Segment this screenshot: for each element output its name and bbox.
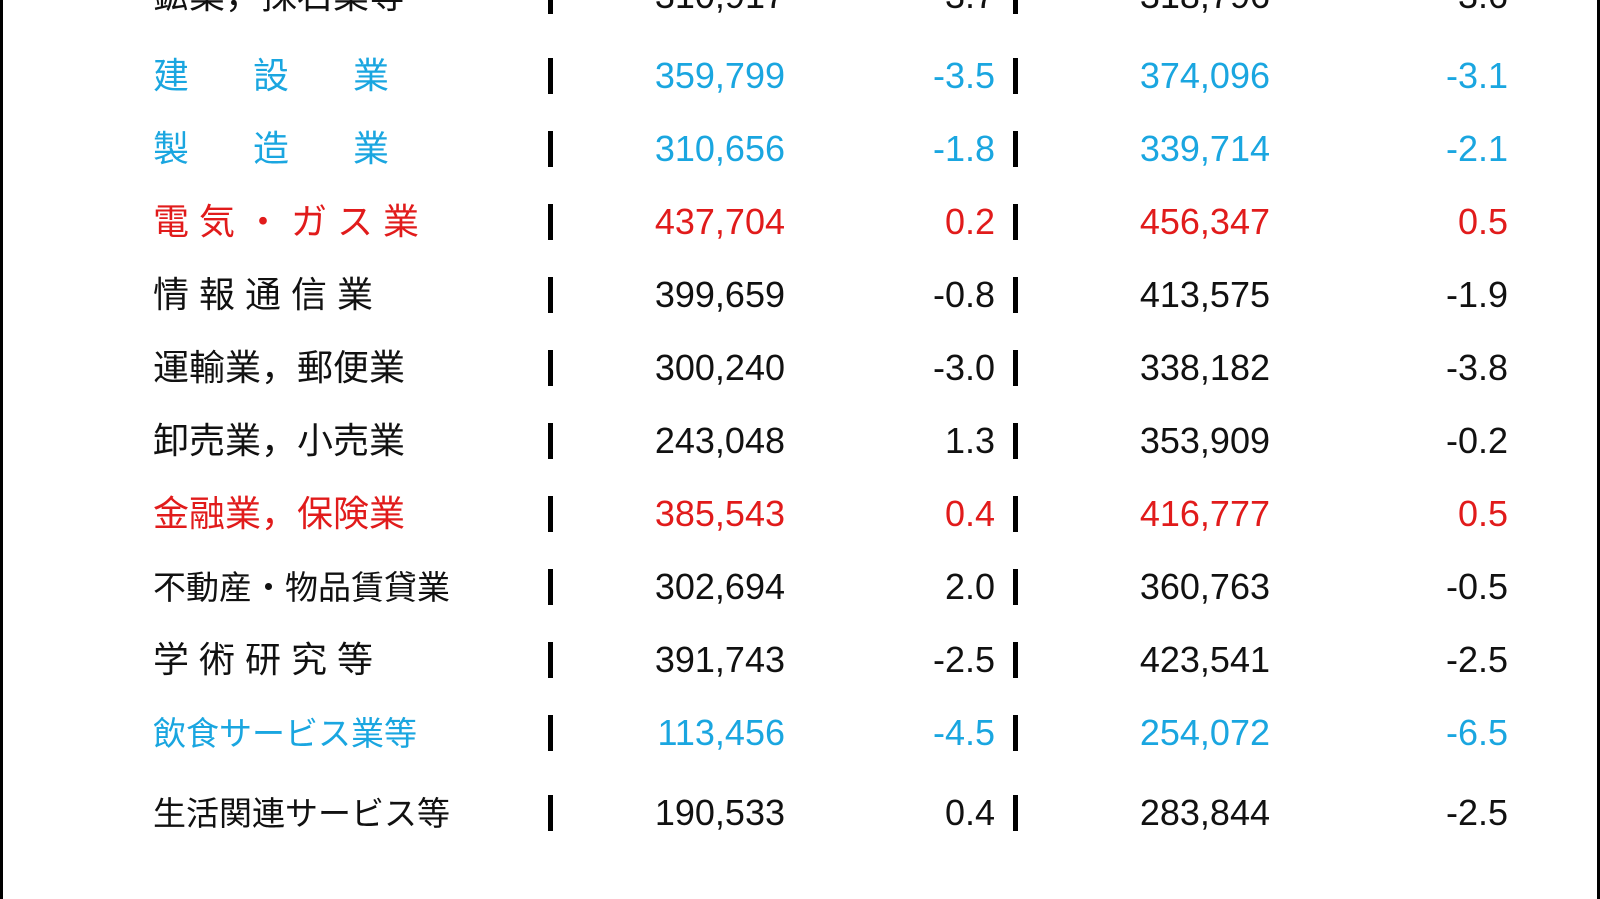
cell-value-2: -4.5 xyxy=(803,715,1013,751)
table-row: 金融業，保険業 385,543 0.4 416,777 0.5 xyxy=(3,477,1597,550)
row-label: 電気・ガス業 xyxy=(3,204,548,240)
cell-value-4: -3.6 xyxy=(1288,0,1526,14)
cell-value-3: 416,777 xyxy=(1013,496,1288,532)
cell-value-3: 353,909 xyxy=(1013,423,1288,459)
cell-value-3: 374,096 xyxy=(1013,58,1288,94)
cell-value-1: 391,743 xyxy=(548,642,803,678)
cell-value-4: -3.8 xyxy=(1288,350,1526,386)
cell-value-2: -1.8 xyxy=(803,131,1013,167)
row-label: 運輸業，郵便業 xyxy=(3,350,548,386)
row-label: 不動産・物品賃貸業 xyxy=(3,569,548,605)
cell-value-3: 456,347 xyxy=(1013,204,1288,240)
cell-value-1: 302,694 xyxy=(548,569,803,605)
table-row: 建設業 359,799 -3.5 374,096 -3.1 xyxy=(3,39,1597,112)
table-row: 情報通信業 399,659 -0.8 413,575 -1.9 xyxy=(3,258,1597,331)
cell-value-1: 190,533 xyxy=(548,795,803,831)
cell-value-3: 423,541 xyxy=(1013,642,1288,678)
table-row: 運輸業，郵便業 300,240 -3.0 338,182 -3.8 xyxy=(3,331,1597,404)
cell-value-1: 399,659 xyxy=(548,277,803,313)
cell-value-2: 0.2 xyxy=(803,204,1013,240)
cell-value-3: 254,072 xyxy=(1013,715,1288,751)
cell-value-2: 2.0 xyxy=(803,569,1013,605)
row-label: 鉱業，採石業等 xyxy=(3,0,548,14)
row-label: 飲食サービス業等 xyxy=(3,715,548,751)
row-label: 建設業 xyxy=(3,58,548,94)
cell-value-2: -3.7 xyxy=(803,0,1013,14)
cell-value-3: 339,714 xyxy=(1013,131,1288,167)
cell-value-2: -0.8 xyxy=(803,277,1013,313)
cell-value-2: -3.0 xyxy=(803,350,1013,386)
cell-value-3: 318,796 xyxy=(1013,0,1288,14)
cell-value-3: 283,844 xyxy=(1013,795,1288,831)
cell-value-4: -0.5 xyxy=(1288,569,1526,605)
cell-value-3: 338,182 xyxy=(1013,350,1288,386)
table-row: 電気・ガス業 437,704 0.2 456,347 0.5 xyxy=(3,185,1597,258)
cell-value-4: 0.5 xyxy=(1288,204,1526,240)
row-label: 卸売業，小売業 xyxy=(3,423,548,459)
cell-value-1: 310,917 xyxy=(548,0,803,14)
cell-value-4: -1.9 xyxy=(1288,277,1526,313)
cell-value-2: -2.5 xyxy=(803,642,1013,678)
cell-value-3: 360,763 xyxy=(1013,569,1288,605)
table-row: 卸売業，小売業 243,048 1.3 353,909 -0.2 xyxy=(3,404,1597,477)
cell-value-4: -2.1 xyxy=(1288,131,1526,167)
table-row: 製造業 310,656 -1.8 339,714 -2.1 xyxy=(3,112,1597,185)
table-row: 鉱業，採石業等 310,917 -3.7 318,796 -3.6 xyxy=(3,0,1597,39)
cell-value-2: -3.5 xyxy=(803,58,1013,94)
cell-value-4: -0.2 xyxy=(1288,423,1526,459)
cell-value-4: 0.5 xyxy=(1288,496,1526,532)
cell-value-4: -2.5 xyxy=(1288,642,1526,678)
cell-value-1: 437,704 xyxy=(548,204,803,240)
cell-value-1: 300,240 xyxy=(548,350,803,386)
industry-wage-table: 鉱業，採石業等 310,917 -3.7 318,796 -3.6 建設業 35… xyxy=(0,0,1600,899)
table-row: 生活関連サービス等 190,533 0.4 283,844 -2.5 xyxy=(3,769,1597,825)
cell-value-1: 243,048 xyxy=(548,423,803,459)
row-label: 学術研究等 xyxy=(3,642,548,678)
cell-value-2: 0.4 xyxy=(803,496,1013,532)
cell-value-1: 310,656 xyxy=(548,131,803,167)
table-row: 不動産・物品賃貸業 302,694 2.0 360,763 -0.5 xyxy=(3,550,1597,623)
cell-value-2: 0.4 xyxy=(803,795,1013,831)
row-label: 情報通信業 xyxy=(3,277,548,313)
cell-value-4: -6.5 xyxy=(1288,715,1526,751)
cell-value-2: 1.3 xyxy=(803,423,1013,459)
cell-value-1: 359,799 xyxy=(548,58,803,94)
table-row: 学術研究等 391,743 -2.5 423,541 -2.5 xyxy=(3,623,1597,696)
cell-value-1: 113,456 xyxy=(548,715,803,751)
row-label: 製造業 xyxy=(3,131,548,167)
cell-value-4: -2.5 xyxy=(1288,795,1526,831)
table-row: 飲食サービス業等 113,456 -4.5 254,072 -6.5 xyxy=(3,696,1597,769)
cell-value-4: -3.1 xyxy=(1288,58,1526,94)
cell-value-3: 413,575 xyxy=(1013,277,1288,313)
row-label: 生活関連サービス等 xyxy=(3,795,548,831)
row-label: 金融業，保険業 xyxy=(3,496,548,532)
cell-value-1: 385,543 xyxy=(548,496,803,532)
